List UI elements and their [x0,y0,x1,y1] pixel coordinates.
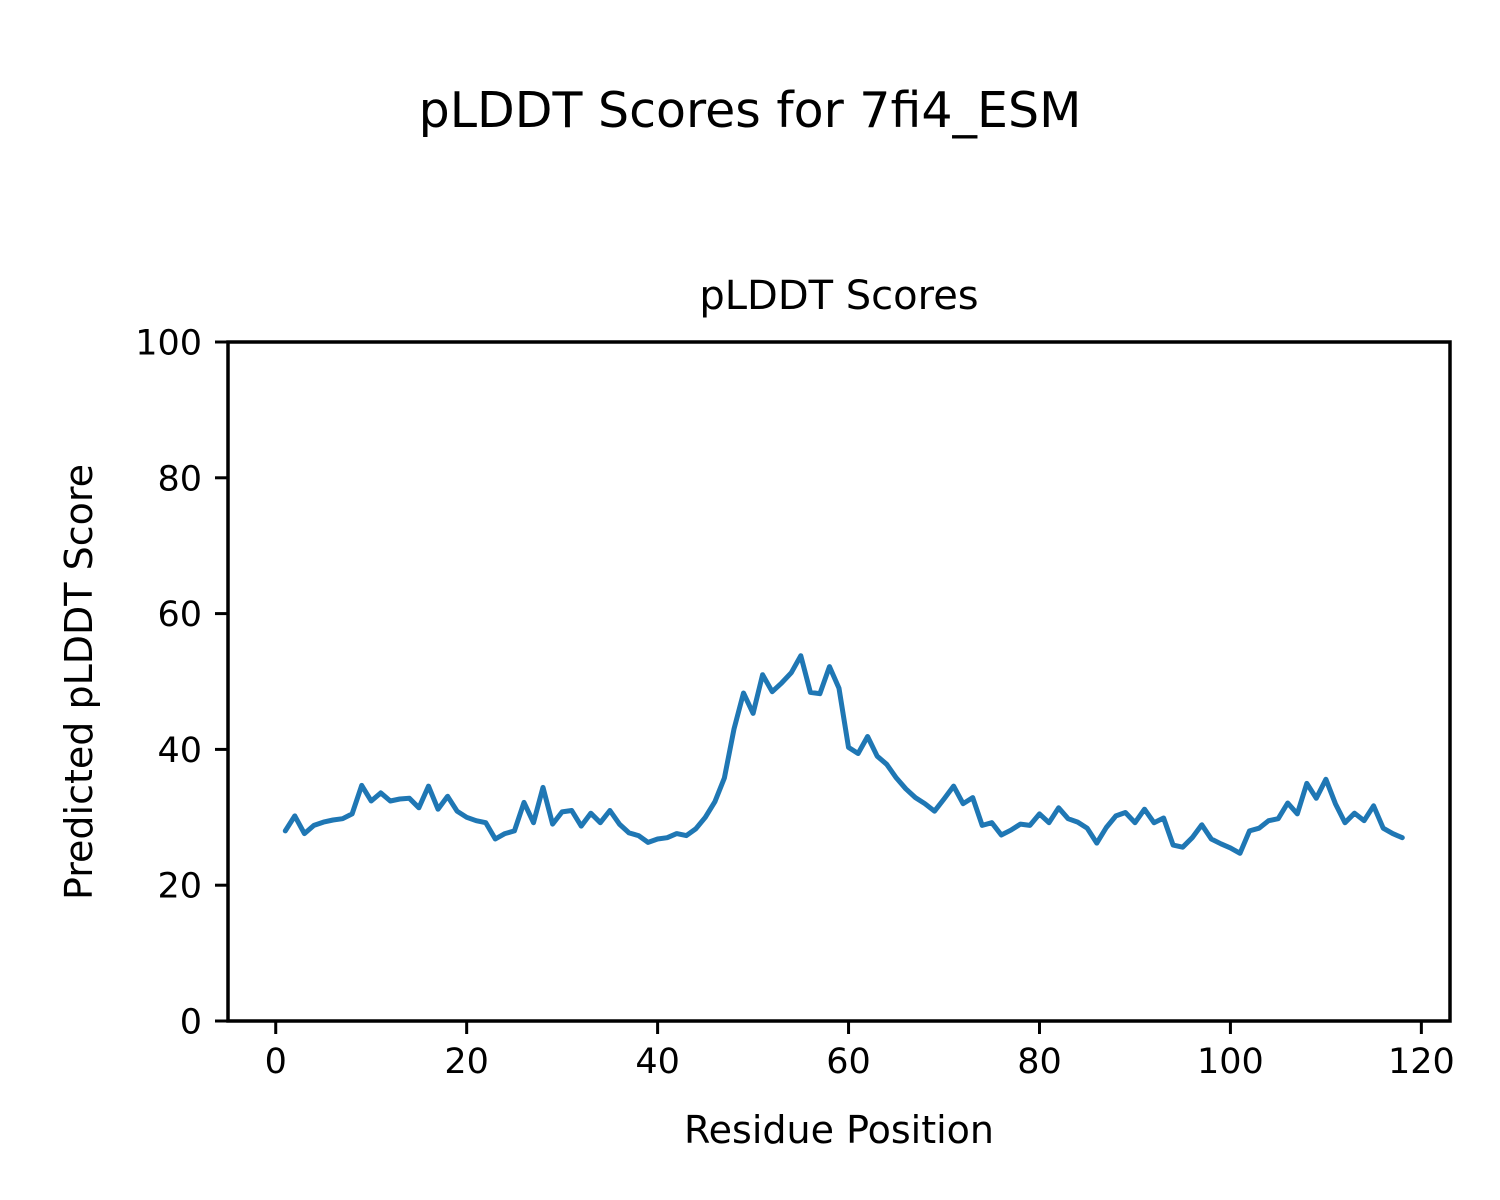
y-tick-label: 80 [157,459,202,499]
figure-title: pLDDT Scores for 7fi4_ESM [418,82,1082,139]
y-tick-label: 0 [180,1003,202,1043]
x-tick-label: 120 [1388,1042,1455,1082]
y-tick-label: 40 [157,731,202,771]
x-tick-label: 0 [265,1042,287,1082]
x-tick-label: 100 [1197,1042,1264,1082]
x-tick-label: 40 [635,1042,680,1082]
y-tick-label: 60 [157,595,202,635]
x-tick-label: 60 [826,1042,871,1082]
y-tick-label: 100 [135,324,202,364]
x-axis-label: Residue Position [683,1108,995,1152]
plot-box-spines [226,340,1452,1023]
plddt-line-series [282,653,1405,856]
y-tick-label: 20 [157,867,202,907]
axes-title: pLDDT Scores [699,273,979,319]
x-tick-label: 20 [444,1042,489,1082]
x-tick-label: 80 [1017,1042,1062,1082]
